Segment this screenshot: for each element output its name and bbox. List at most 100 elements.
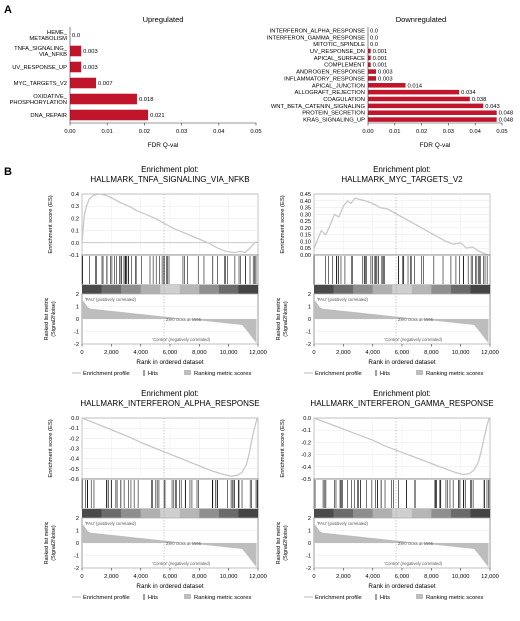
x-tick-label: 0.04	[213, 129, 225, 135]
metric-tick-label: 1	[308, 305, 311, 311]
x-axis-label: Rank in ordered dataset	[136, 583, 203, 590]
plot-title-line2: HALLMARK_MYC_TARGETS_V2	[341, 175, 463, 184]
rank-strip-segment	[121, 509, 141, 518]
x-tick-label: 8,000	[424, 574, 439, 580]
x-axis-label: FDR Q-val	[420, 142, 451, 149]
rank-strip-segment	[140, 285, 161, 294]
legend-label: Ranking metric scores	[194, 595, 251, 601]
category-label: APICAL_SURFACE	[314, 56, 365, 62]
legend-label: Enrichment profile	[83, 595, 130, 601]
bar	[70, 45, 82, 57]
metric-tick-label: 1	[308, 529, 311, 535]
x-tick-label: 0.00	[64, 129, 75, 135]
x-tick-label: 0.05	[250, 129, 261, 135]
x-tick-label: 12,000	[249, 350, 267, 356]
metric-tick-label: 1	[76, 305, 79, 311]
panel-label-a: A	[4, 4, 12, 16]
hits-panel	[81, 254, 259, 286]
x-tick-label: 10,000	[220, 574, 238, 580]
metric-axis-label: (Signal2Noise)	[51, 301, 57, 337]
legend-label: Enrichment profile	[83, 371, 130, 377]
es-tick-label: 0.15	[300, 233, 311, 239]
negative-correlation-label: 'Control' (negatively correlated)	[384, 561, 442, 566]
category-label: INFLAMMATORY_RESPONSE	[284, 76, 365, 82]
metric-tick-label: 0	[308, 541, 311, 547]
metric-axis-label: Ranked list metric	[276, 521, 282, 564]
x-tick-label: 2,000	[104, 350, 119, 356]
bar-value-label: 0.0	[370, 42, 378, 48]
category-label: ALLOGRAFT_REJECTION	[294, 90, 365, 96]
bar-value-label: 0.048	[499, 111, 514, 117]
rank-strip-segment	[470, 285, 491, 294]
x-tick-label: 12,000	[249, 574, 267, 580]
x-tick-label: 0.05	[496, 129, 507, 135]
es-tick-label: -0.5	[301, 477, 311, 483]
category-label: VIA_NFKB	[39, 52, 67, 58]
bar-value-label: 0.034	[461, 90, 476, 96]
chart-title: Downregulated	[396, 15, 446, 24]
x-tick-label: 6,000	[395, 574, 410, 580]
x-tick-label: 0.02	[416, 129, 427, 135]
category-label: METABOLISM	[29, 36, 67, 42]
bar-value-label: 0.003	[378, 70, 393, 76]
bar-value-label: 0.038	[472, 97, 487, 103]
downregulated-bar-chart: Downregulated 0.00 0.01 0.02 0.03 0.04 0.05 0…	[267, 15, 513, 149]
x-tick-label: 8,000	[192, 574, 207, 580]
metric-tick-label: 2	[308, 516, 311, 522]
legend-label: Ranking metric scores	[426, 595, 483, 601]
rank-strip-segment	[238, 509, 259, 518]
x-tick-label: 2,000	[336, 350, 351, 356]
es-tick-label: -0.3	[69, 447, 79, 453]
panel-label-b: B	[4, 166, 12, 178]
category-label: MYC_TARGETS_V2	[14, 81, 67, 87]
bar	[368, 117, 497, 122]
metric-tick-label: -1	[74, 554, 79, 560]
metric-axis-label: (Signal2Noise)	[283, 525, 289, 561]
es-tick-label: -0.6	[69, 477, 79, 483]
metric-tick-label: 1	[76, 529, 79, 535]
metric-tick-label: -1	[306, 330, 311, 336]
es-tick-label: 0.4	[71, 192, 79, 198]
rank-strip-segment	[431, 285, 452, 294]
es-tick-label: -0.4	[301, 465, 311, 471]
rank-strip-segment	[314, 509, 334, 518]
metric-tick-label: 0	[308, 317, 311, 323]
rank-strip-segment	[218, 509, 239, 518]
es-tick-label: -0.1	[301, 428, 311, 434]
bar-value-label: 0.021	[150, 113, 165, 119]
rank-strip-segment	[353, 285, 373, 294]
hits-panel	[313, 478, 491, 510]
rank-strip-segment	[450, 285, 471, 294]
legend-label: Hits	[380, 371, 390, 377]
negative-correlation-label: 'Control' (negatively correlated)	[152, 561, 210, 566]
rank-strip-segment	[101, 509, 122, 518]
zero-cross-label: Zero cross at 5595	[166, 317, 202, 322]
enrichment-plot-ifn-gamma: Enrichment plot:HALLMARK_INTERFERON_GAMM…	[276, 389, 499, 601]
es-tick-label: 0.40	[300, 199, 311, 205]
es-tick-label: 0.25	[300, 219, 311, 225]
metric-tick-label: -1	[306, 554, 311, 560]
es-axis-label: Enrichment score (ES)	[48, 419, 54, 477]
rank-strip-segment	[160, 509, 181, 518]
x-tick-label: 0	[80, 350, 83, 356]
bar	[368, 48, 371, 54]
rank-strip-segment	[179, 285, 200, 294]
rank-strip-segment	[353, 509, 373, 518]
bar	[368, 110, 497, 115]
category-label: TNFA_SIGNALING_	[14, 46, 68, 52]
bar	[368, 83, 406, 88]
category-label: OXIDATIVE_	[33, 94, 67, 100]
ranking-metric-area	[82, 299, 257, 344]
x-axis-label: Rank in ordered dataset	[368, 359, 435, 366]
upregulated-bar-chart: Upregulated 0.00 0.01 0.02 0.03 0.04 0.05 0.0…	[10, 15, 262, 149]
bar-value-label: 0.001	[373, 49, 388, 55]
es-tick-label: 0.3	[71, 204, 79, 210]
metric-tick-label: -2	[306, 342, 311, 348]
category-label: INTERFERON_ALPHA_RESPONSE	[270, 28, 365, 34]
category-label: WNT_BETA_CATENIN_SIGNALING	[271, 104, 366, 110]
zero-cross-label: Zero cross at 5595	[398, 541, 434, 546]
x-tick-label: 0.01	[102, 129, 113, 135]
x-tick-label: 8,000	[424, 350, 439, 356]
x-tick-label: 4,000	[365, 574, 380, 580]
rank-strip-segment	[314, 285, 334, 294]
